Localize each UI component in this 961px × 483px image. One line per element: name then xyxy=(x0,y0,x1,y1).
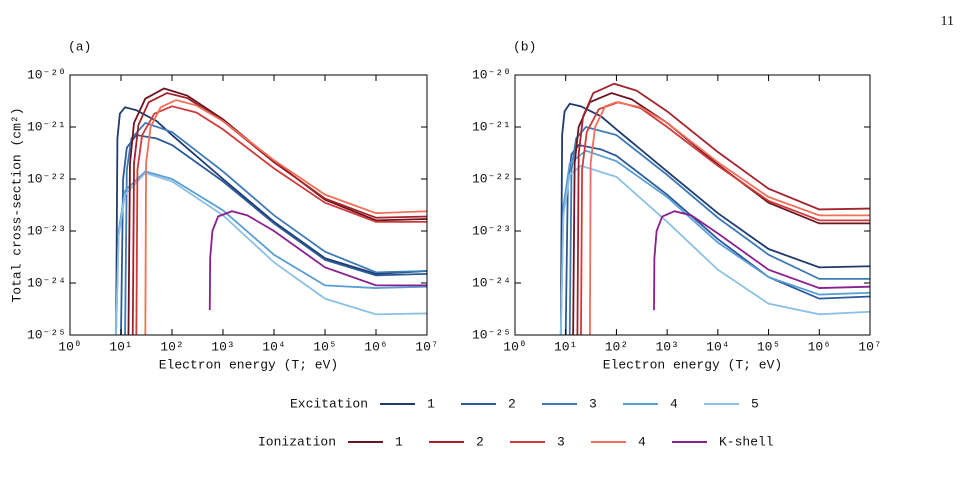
legend-label: 3 xyxy=(557,434,565,449)
x-axis-label: Electron energy (T; eV) xyxy=(159,357,338,372)
data-line xyxy=(559,164,871,336)
plot-frame xyxy=(69,74,428,336)
legend-label: 2 xyxy=(508,396,516,411)
x-tick-label: 10³ xyxy=(655,339,678,354)
data-line xyxy=(115,170,428,336)
data-line xyxy=(120,134,428,336)
data-line xyxy=(127,87,428,336)
legend-label: 1 xyxy=(427,396,435,411)
legend-label: 3 xyxy=(589,396,597,411)
y-tick-label: 10⁻²⁵ xyxy=(472,327,511,342)
data-line xyxy=(589,101,870,336)
panel-label: (b) xyxy=(513,39,536,54)
legend-title: Ionization xyxy=(258,434,336,449)
page-number: 11 xyxy=(941,14,954,29)
x-tick-label: 10⁵ xyxy=(313,339,336,354)
x-tick-label: 10⁴ xyxy=(262,339,285,354)
legend-label: 5 xyxy=(751,396,759,411)
x-tick-label: 10⁴ xyxy=(706,339,729,354)
y-tick-label: 10⁻²⁰ xyxy=(472,67,511,82)
data-line xyxy=(144,99,428,336)
y-tick-label: 10⁻²² xyxy=(472,171,511,186)
legend-label: 2 xyxy=(476,434,484,449)
y-tick-label: 10⁻²³ xyxy=(27,223,66,238)
y-tick-label: 10⁻²³ xyxy=(472,223,511,238)
legend-title: Excitation xyxy=(290,396,368,411)
x-tick-label: 10¹ xyxy=(109,339,132,354)
data-line xyxy=(576,82,871,336)
legend-label: 1 xyxy=(395,434,403,449)
y-tick-label: 10⁻²⁴ xyxy=(472,275,511,290)
data-line xyxy=(653,210,871,311)
y-tick-label: 10⁻²⁴ xyxy=(27,275,66,290)
panel-label: (a) xyxy=(68,39,91,54)
x-tick-label: 10⁷ xyxy=(858,339,881,354)
x-tick-label: 10⁰ xyxy=(503,339,526,354)
data-line xyxy=(208,210,427,311)
data-line xyxy=(564,144,871,336)
x-tick-label: 10⁰ xyxy=(58,339,81,354)
y-tick-label: 10⁻²² xyxy=(27,171,66,186)
data-line xyxy=(131,92,428,336)
y-axis-label: Total cross-section (cm²) xyxy=(9,107,24,302)
y-tick-label: 10⁻²¹ xyxy=(472,119,511,134)
x-tick-label: 10¹ xyxy=(554,339,577,354)
x-tick-label: 10³ xyxy=(211,339,234,354)
x-tick-label: 10⁶ xyxy=(808,339,831,354)
y-tick-label: 10⁻²⁵ xyxy=(27,327,66,342)
legend-label: 4 xyxy=(670,396,678,411)
data-line xyxy=(115,106,428,336)
x-tick-label: 10⁵ xyxy=(757,339,780,354)
data-line xyxy=(559,149,871,336)
x-axis-label: Electron energy (T; eV) xyxy=(603,357,782,372)
data-line xyxy=(115,172,428,336)
data-line xyxy=(124,121,428,336)
x-tick-label: 10² xyxy=(605,339,628,354)
plot-frame xyxy=(514,74,871,336)
x-tick-label: 10⁷ xyxy=(415,339,438,354)
data-line xyxy=(559,102,871,336)
data-line xyxy=(135,105,427,336)
x-tick-label: 10² xyxy=(160,339,183,354)
y-tick-label: 10⁻²⁰ xyxy=(27,67,66,82)
x-tick-label: 10⁶ xyxy=(364,339,387,354)
data-line xyxy=(572,92,870,336)
data-line xyxy=(568,125,870,336)
y-tick-label: 10⁻²¹ xyxy=(27,119,66,134)
legend-label: 4 xyxy=(638,434,646,449)
legend-label: K-shell xyxy=(719,434,774,449)
